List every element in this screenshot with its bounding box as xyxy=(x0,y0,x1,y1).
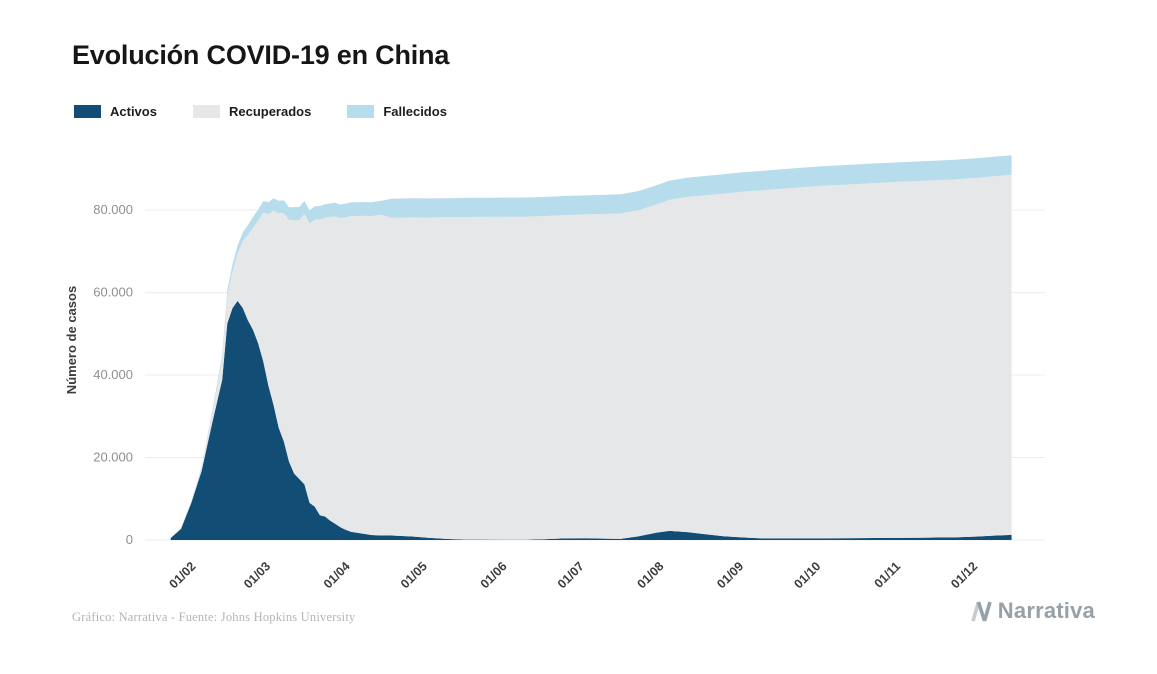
svg-text:01/11: 01/11 xyxy=(872,559,904,591)
legend-label-recuperados: Recuperados xyxy=(228,104,312,119)
legend: Activos Recuperados Fallecidos xyxy=(74,104,447,119)
svg-text:01/03: 01/03 xyxy=(241,559,273,591)
chart-title: Evolución COVID-19 en China xyxy=(72,40,450,70)
recuperados-swatch xyxy=(192,105,220,118)
narrativa-brand: Narrativa xyxy=(968,598,1095,624)
svg-text:01/09: 01/09 xyxy=(714,559,746,591)
svg-text:01/07: 01/07 xyxy=(555,559,587,591)
covid-stacked-area-chart: 0 20.000 40.000 60.000 80.000 01/02 01/03 01/04… xyxy=(64,155,1045,591)
legend-item-fallecidos: Fallecidos xyxy=(347,104,447,119)
legend-label-activos: Activos xyxy=(110,104,157,119)
svg-text:01/04: 01/04 xyxy=(321,559,353,591)
svg-text:01/02: 01/02 xyxy=(167,559,199,591)
fallecidos-swatch xyxy=(347,105,375,118)
narrativa-logo-icon xyxy=(971,600,992,622)
legend-item-activos: Activos xyxy=(74,104,157,119)
source-credit: Gráfico: Narrativa - Fuente: Johns Hopki… xyxy=(72,610,356,624)
svg-text:0: 0 xyxy=(126,532,133,547)
svg-text:60.000: 60.000 xyxy=(93,285,133,300)
svg-text:20.000: 20.000 xyxy=(93,450,133,465)
svg-text:01/08: 01/08 xyxy=(635,559,667,591)
activos-swatch xyxy=(74,105,101,118)
legend-label-fallecidos: Fallecidos xyxy=(383,104,447,119)
legend-item-recuperados: Recuperados xyxy=(192,104,312,119)
svg-text:80.000: 80.000 xyxy=(93,202,133,217)
svg-text:01/12: 01/12 xyxy=(948,559,980,591)
svg-text:01/06: 01/06 xyxy=(478,559,510,591)
svg-text:01/05: 01/05 xyxy=(398,559,430,591)
svg-text:Número de casos: Número de casos xyxy=(64,286,79,394)
narrativa-brand-text: Narrativa xyxy=(997,598,1095,623)
svg-text:01/10: 01/10 xyxy=(791,559,823,591)
svg-text:40.000: 40.000 xyxy=(93,367,133,382)
